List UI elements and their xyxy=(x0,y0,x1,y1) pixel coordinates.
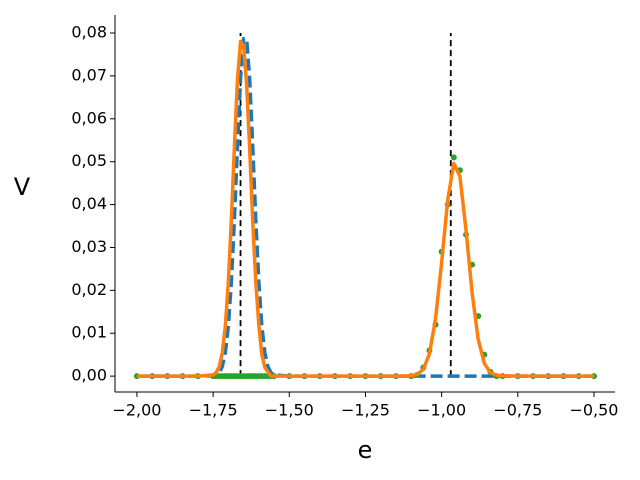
x-tick-label: −0,50 xyxy=(569,401,618,420)
scatter-point xyxy=(450,154,457,161)
y-axis-label: V xyxy=(14,173,31,201)
y-tick-label: 0,07 xyxy=(71,65,107,84)
x-tick-label: −1,50 xyxy=(265,401,314,420)
series-line xyxy=(136,36,594,378)
y-tick-label: 0,04 xyxy=(71,194,107,213)
x-tick-label: −0,75 xyxy=(493,401,542,420)
x-axis-label: e xyxy=(358,436,373,464)
y-tick-label: 0,06 xyxy=(71,108,107,127)
x-tick-label: −1,25 xyxy=(341,401,390,420)
series-line xyxy=(136,39,594,378)
x-tick-label: −1,00 xyxy=(417,401,466,420)
y-tick-label: 0,03 xyxy=(71,237,107,256)
x-tick-label: −2,00 xyxy=(112,401,161,420)
y-tick-label: 0,00 xyxy=(71,366,107,385)
y-tick-label: 0,08 xyxy=(71,23,107,42)
x-tick-label: −1,75 xyxy=(189,401,238,420)
y-tick-label: 0,02 xyxy=(71,280,107,299)
y-tick-label: 0,05 xyxy=(71,151,107,170)
y-tick-label: 0,01 xyxy=(71,323,107,342)
